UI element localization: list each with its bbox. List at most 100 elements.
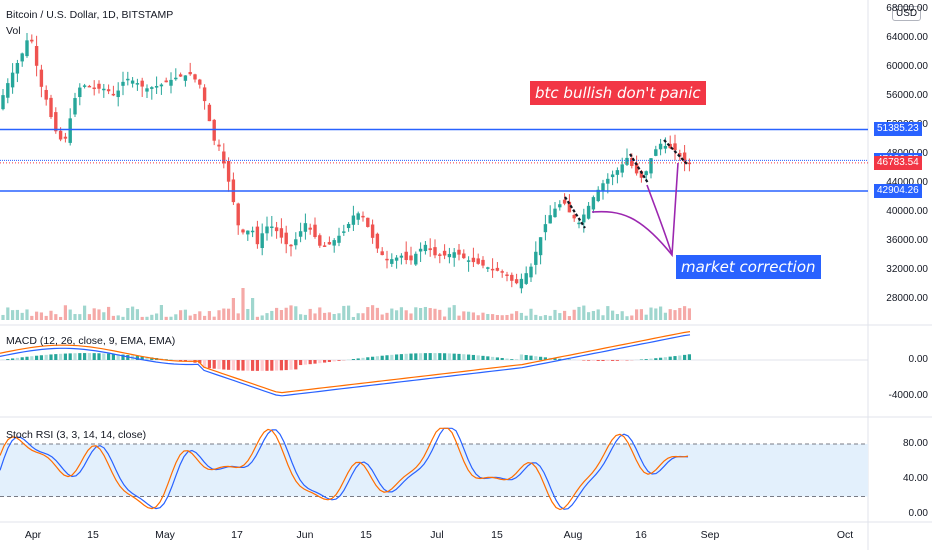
macd-histogram-bar <box>102 353 105 360</box>
candle-body <box>126 79 129 81</box>
macd-histogram-bar <box>241 360 244 371</box>
candle-body <box>165 81 168 83</box>
macd-histogram-bar <box>457 354 460 360</box>
candle-body <box>592 197 595 209</box>
volume-bar <box>280 310 283 320</box>
candle-body <box>419 249 422 252</box>
macd-histogram-bar <box>683 355 686 360</box>
macd-legend[interactable]: MACD (12, 26, close, 9, EMA, EMA) <box>6 335 175 347</box>
macd-histogram-bar <box>678 355 681 360</box>
candle-body <box>59 131 62 140</box>
candle-body <box>25 40 28 56</box>
volume-bar <box>601 315 604 320</box>
candle-body <box>664 146 667 149</box>
volume-bar <box>289 305 292 320</box>
volume-bar <box>121 317 124 320</box>
candle-body <box>69 118 72 143</box>
volume-bar <box>270 311 273 320</box>
candle-body <box>40 70 43 87</box>
candle-body <box>30 40 33 42</box>
macd-histogram-bar <box>275 360 278 371</box>
candle-body <box>112 94 115 96</box>
candle-body <box>539 237 542 255</box>
volume-bar <box>400 307 403 320</box>
time-tick-label: Sep <box>701 529 720 541</box>
volume-bar <box>184 310 187 320</box>
volume-bar <box>611 311 614 320</box>
volume-bar <box>544 315 547 320</box>
volume-bar <box>664 313 667 320</box>
macd-histogram-bar <box>597 360 600 361</box>
macd-histogram-bar <box>611 360 614 361</box>
candle-body <box>625 158 628 165</box>
macd-histogram-bar <box>49 354 52 360</box>
time-tick-label: Apr <box>25 529 41 541</box>
volume-bar <box>433 309 436 320</box>
volume-bar <box>49 311 52 320</box>
volume-bar <box>179 310 182 320</box>
candle-body <box>241 230 244 233</box>
candle-body <box>424 245 427 251</box>
volume-bar <box>525 316 528 320</box>
candle-body <box>486 267 489 269</box>
candle-body <box>73 98 76 114</box>
candle-body <box>385 259 388 261</box>
macd-histogram-bar <box>69 353 72 360</box>
candle-body <box>496 268 499 271</box>
candle-body <box>97 84 100 89</box>
candle-body <box>491 269 494 271</box>
volume-bar <box>333 314 336 320</box>
volume-bar <box>40 312 43 320</box>
candle-body <box>213 120 216 141</box>
candle-body <box>659 144 662 150</box>
correction-annotation[interactable]: market correction <box>676 255 821 279</box>
stoch-rsi-legend[interactable]: Stoch RSI (3, 3, 14, 14, close) <box>6 429 146 441</box>
bullish-annotation[interactable]: btc bullish don't panic <box>530 81 706 105</box>
volume-bar <box>241 288 244 320</box>
candle-body <box>78 88 81 97</box>
volume-bar <box>405 310 408 320</box>
candle-body <box>16 63 19 74</box>
candle-body <box>294 239 297 245</box>
time-tick-label: 15 <box>491 529 503 541</box>
candle-body <box>179 74 182 76</box>
volume-bar <box>361 313 364 320</box>
candle-body <box>117 91 120 97</box>
volume-bar <box>131 307 134 320</box>
macd-histogram-bar <box>16 358 19 360</box>
volume-bar <box>385 313 388 320</box>
rsi-tick-label: 40.00 <box>903 473 928 484</box>
macd-histogram-bar <box>429 353 432 360</box>
price-tick-label: 68000.00 <box>886 3 928 14</box>
volume-bar <box>294 306 297 320</box>
volume-bar <box>357 313 360 320</box>
volume-bar <box>256 317 259 320</box>
volume-bar <box>232 298 235 320</box>
volume-bar <box>390 309 393 320</box>
volume-bar <box>64 305 67 320</box>
price-tick-label: 40000.00 <box>886 206 928 217</box>
volume-bar <box>45 316 48 320</box>
symbol-title[interactable]: Bitcoin / U.S. Dollar, 1D, BITSTAMP <box>6 9 173 21</box>
volume-bar <box>491 314 494 320</box>
candle-body <box>150 87 153 89</box>
volume-bar <box>587 312 590 320</box>
macd-histogram-bar <box>462 354 465 360</box>
candle-body <box>400 256 403 258</box>
macd-histogram-bar <box>443 353 446 360</box>
volume-bar <box>261 315 264 320</box>
volume-bar <box>654 308 657 320</box>
volume-bar <box>515 311 518 320</box>
candle-body <box>443 251 446 256</box>
volume-bar <box>6 307 9 320</box>
volume-bar <box>688 308 691 320</box>
macd-histogram-bar <box>88 353 91 360</box>
volume-bar <box>275 308 278 320</box>
candle-body <box>208 105 211 121</box>
macd-histogram-bar <box>294 360 297 369</box>
candle-body <box>131 81 134 84</box>
correction-projection <box>647 185 672 255</box>
volume-bar <box>486 314 489 320</box>
candle-body <box>49 98 52 117</box>
